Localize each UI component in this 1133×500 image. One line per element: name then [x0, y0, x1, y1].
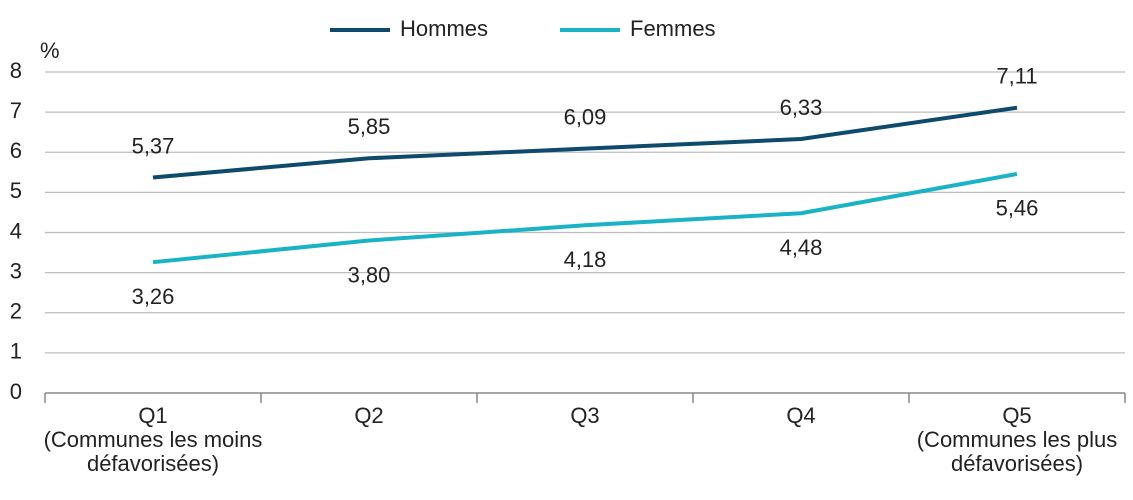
x-tick-label: Q4: [786, 403, 815, 428]
y-tick-label: 2: [10, 299, 22, 324]
y-tick-label: 5: [10, 178, 22, 203]
line: [152, 105, 1018, 180]
data-label: 5,85: [348, 114, 391, 139]
x-tick-label: Q1: [138, 403, 167, 428]
x-tick-label: (Communes les plus: [917, 427, 1118, 452]
y-tick-label: 0: [10, 379, 22, 404]
x-tick-label: Q3: [570, 403, 599, 428]
x-tick-label: défavorisées): [87, 451, 219, 476]
data-label: 4,18: [564, 247, 607, 272]
y-tick-label: 3: [10, 258, 22, 283]
line: [152, 171, 1018, 265]
data-label: 5,37: [132, 133, 175, 158]
y-tick-label: 6: [10, 138, 22, 163]
y-axis-label: %: [40, 38, 60, 63]
y-tick-label: 7: [10, 98, 22, 123]
x-tick-label: Q2: [354, 403, 383, 428]
legend-label: Hommes: [400, 16, 488, 41]
x-tick-label: défavorisées): [951, 451, 1083, 476]
data-label: 5,46: [996, 196, 1039, 221]
data-label: 3,26: [132, 284, 175, 309]
data-label: 6,09: [564, 104, 607, 129]
x-tick-label: (Communes les moins: [44, 427, 263, 452]
data-label: 3,80: [348, 262, 391, 287]
data-label: 6,33: [780, 95, 823, 120]
legend-label: Femmes: [630, 16, 716, 41]
data-label: 4,48: [780, 235, 823, 260]
y-tick-label: 1: [10, 339, 22, 364]
y-tick-label: 8: [10, 58, 22, 83]
data-label: 7,11: [996, 64, 1037, 89]
x-tick-label: Q5: [1002, 403, 1031, 428]
y-tick-label: 4: [10, 218, 22, 243]
